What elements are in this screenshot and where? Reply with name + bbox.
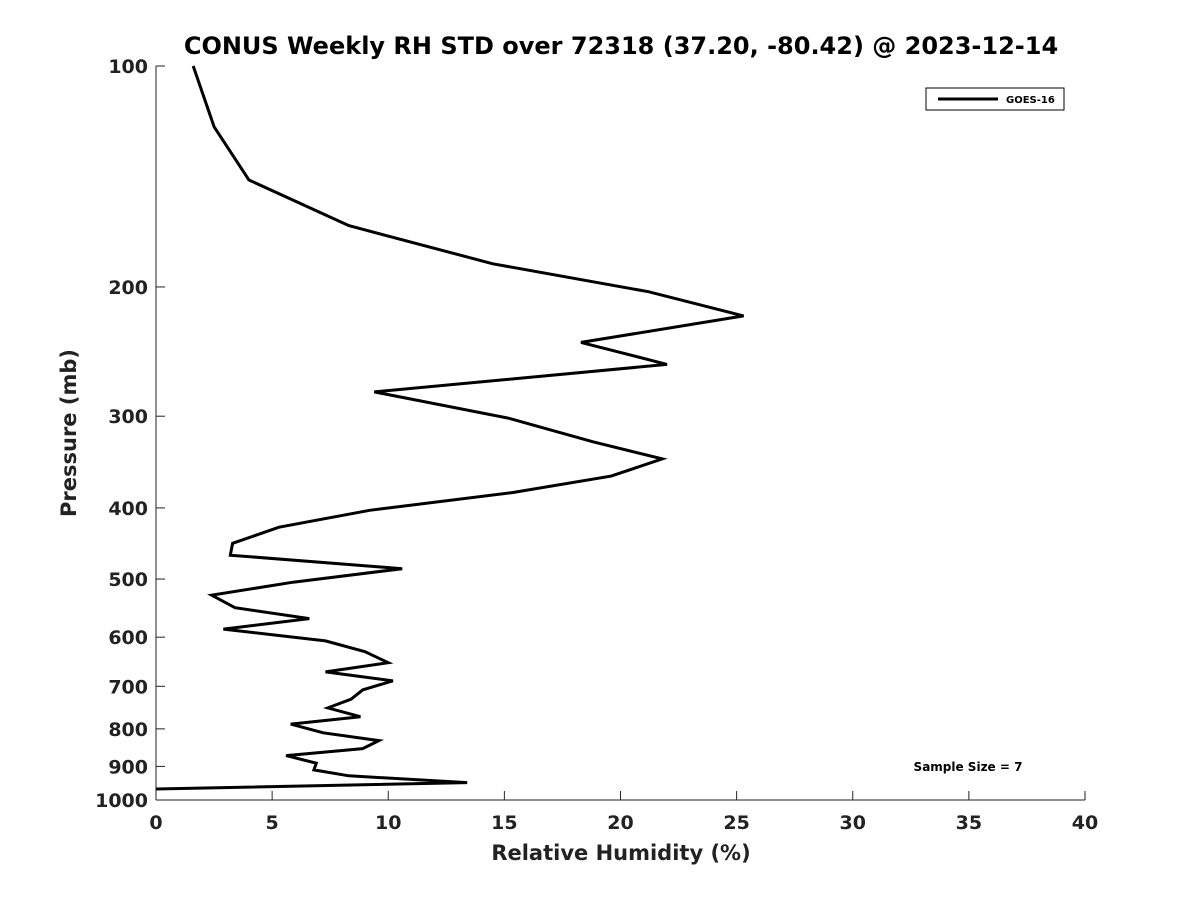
y-tick-label: 200 (108, 277, 148, 299)
y-tick-label: 700 (108, 676, 148, 698)
x-axis-ticks: 0 5 10 15 20 25 30 35 40 (149, 791, 1098, 834)
y-tick-label: 400 (108, 498, 148, 520)
x-tick-label: 10 (375, 812, 401, 834)
x-tick-label: 35 (956, 812, 982, 834)
legend-label: GOES-16 (1006, 95, 1055, 106)
x-tick-label: 0 (149, 812, 162, 834)
y-axis-ticks: 100 200 300 400 500 600 700 800 900 1000 (95, 56, 165, 812)
plot-area: 0 5 10 15 20 25 30 35 40 100 200 300 400 500 600 700 80… (95, 56, 1098, 834)
y-tick-label: 100 (108, 56, 148, 78)
x-tick-label: 40 (1072, 812, 1098, 834)
x-tick-label: 30 (840, 812, 866, 834)
series-lines (155, 65, 744, 791)
y-tick-label: 500 (108, 569, 148, 591)
series-line-goes-16 (155, 65, 744, 791)
x-tick-label: 5 (266, 812, 279, 834)
x-tick-label: 15 (491, 812, 517, 834)
y-tick-label: 900 (108, 756, 148, 778)
x-tick-label: 25 (723, 812, 749, 834)
y-tick-label: 300 (108, 406, 148, 428)
y-tick-label: 1000 (95, 790, 148, 812)
y-axis-label: Pressure (mb) (57, 349, 81, 517)
legend: GOES-16 (925, 87, 1065, 111)
y-tick-label: 800 (108, 719, 148, 741)
sample-size-annotation: Sample Size = 7 (914, 760, 1023, 774)
x-tick-label: 20 (607, 812, 633, 834)
chart-title: CONUS Weekly RH STD over 72318 (37.20, -… (184, 32, 1058, 60)
x-axis-label: Relative Humidity (%) (491, 841, 750, 865)
y-tick-label: 600 (108, 627, 148, 649)
